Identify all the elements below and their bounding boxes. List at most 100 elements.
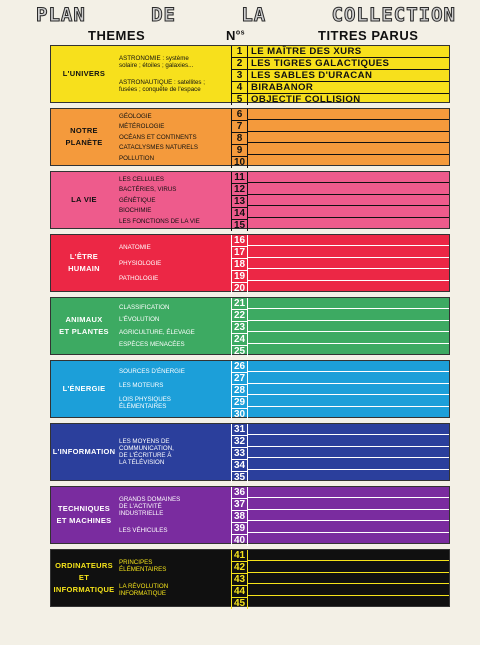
- published-title: [248, 573, 449, 585]
- published-title: [248, 596, 449, 606]
- published-title: [248, 584, 449, 596]
- volume-number: 43: [231, 574, 248, 586]
- theme-section: L'ÉNERGIE SOURCES D'ÉNERGIE LES MOTEURS LOI…: [50, 360, 450, 420]
- theme-name: L'ÉNERGIE: [62, 384, 106, 393]
- title-column: LE MAÎTRE DES XURS LES TIGRES GALACTIQUES…: [248, 46, 449, 105]
- column-header-titles: TITRES PARUS: [318, 28, 419, 43]
- volume-number: 10: [231, 157, 248, 168]
- subtopic: LOIS PHYSIQUES ÉLÉMENTAIRES: [119, 396, 171, 410]
- subtopic-list: PRINCIPES ÉLÉMENTAIRES LA RÉVOLUTION INFO…: [119, 550, 279, 606]
- theme-section: L'INFORMATION LES MOYENS DE COMMUNICATION…: [50, 423, 450, 483]
- published-title: [248, 143, 449, 155]
- published-title: [248, 235, 449, 247]
- published-title: [248, 218, 449, 228]
- volume-number: 36: [231, 487, 248, 499]
- volume-number-column: 31 32 33 34 35: [231, 424, 248, 483]
- title-column: [248, 235, 449, 291]
- published-title: [248, 195, 449, 207]
- volume-number-column: 21 22 23 24 25: [231, 298, 248, 357]
- subtopic: BACTÉRIES, VIRUS: [119, 186, 177, 193]
- title-word: PLAN: [36, 4, 86, 27]
- subtopic: LES MOTEURS: [119, 382, 164, 389]
- subtopic-list: GRANDS DOMAINES DE L'ACTIVITÉ INDUSTRIEL…: [119, 487, 279, 543]
- title-column: [248, 172, 449, 228]
- published-title: [248, 510, 449, 522]
- theme-section: ANIMAUX ET PLANTES CLASSIFICATION L'ÉVOLUT…: [50, 297, 450, 357]
- subtopic-list: LES CELLULES BACTÉRIES, VIRUS GÉNÉTIQUE BIO…: [119, 172, 279, 228]
- volume-number: 41: [231, 550, 248, 562]
- subtopic-list: GÉOLOGIE MÉTÉROLOGIE OCÉANS ET CONTINENTS C…: [119, 109, 279, 165]
- volume-number-column: 41 42 43 44 45: [231, 550, 248, 609]
- volume-number: 26: [231, 361, 248, 373]
- theme-name: ORDINATEURS ET INFORMATIQUE: [53, 561, 115, 594]
- volume-number: 14: [231, 208, 248, 220]
- volume-number: 32: [231, 436, 248, 448]
- published-title: [248, 435, 449, 447]
- published-title: [248, 533, 449, 543]
- volume-number: 2: [231, 58, 248, 70]
- volume-number-column: 11 12 13 14 15: [231, 172, 248, 231]
- subtopic: GÉOLOGIE: [119, 112, 152, 120]
- theme-name: L'INFORMATION: [52, 447, 116, 456]
- column-header-number: Nos: [226, 28, 245, 43]
- subtopic-list: CLASSIFICATION L'ÉVOLUTION AGRICULTURE, ÉL…: [119, 298, 279, 354]
- volume-number: 35: [231, 472, 248, 483]
- subtopic: ASTRONOMIE : système solaire ; étoiles ;…: [119, 55, 194, 70]
- theme-section: ORDINATEURS ET INFORMATIQUE PRINCIPES ÉLÉ…: [50, 549, 450, 609]
- volume-number: 8: [231, 133, 248, 145]
- volume-number: 42: [231, 562, 248, 574]
- published-title: [248, 206, 449, 218]
- published-title: [248, 332, 449, 344]
- volume-number: 15: [231, 220, 248, 231]
- published-title: [248, 470, 449, 480]
- subtopic-list: ASTRONOMIE : système solaire ; étoiles ;…: [119, 46, 279, 102]
- theme-name: L'ÊTRE HUMAIN: [68, 252, 100, 273]
- volume-number: 45: [231, 598, 248, 609]
- published-title: [248, 521, 449, 533]
- title-column: [248, 487, 449, 543]
- published-title: [248, 309, 449, 321]
- published-title: LES TIGRES GALACTIQUES: [248, 58, 449, 70]
- published-title: [248, 407, 449, 417]
- subtopic: L'ÉVOLUTION: [119, 316, 160, 324]
- subtopic: GÉNÉTIQUE: [119, 196, 156, 204]
- volume-number: 28: [231, 385, 248, 397]
- volume-number: 19: [231, 271, 248, 283]
- theme-section: L'ÊTRE HUMAIN ANATOMIE PHYSIOLOGIE PATHOLOG…: [50, 234, 450, 294]
- volume-number: 40: [231, 535, 248, 546]
- volume-number: 33: [231, 448, 248, 460]
- volume-number: 22: [231, 310, 248, 322]
- published-title: [248, 424, 449, 436]
- title-word: LA: [241, 4, 267, 27]
- subtopic: LES VÉHICULES: [119, 526, 168, 534]
- theme-name: TECHNIQUES ET MACHINES: [56, 504, 112, 525]
- published-title: OBJECTIF COLLISION: [251, 94, 361, 105]
- theme-name: L'UNIVERS: [62, 69, 106, 78]
- published-title: [248, 550, 449, 562]
- published-title: [248, 344, 449, 354]
- theme-section: LA VIE LES CELLULES BACTÉRIES, VIRUS GÉNÉTI…: [50, 171, 450, 231]
- subtopic: PATHOLOGIE: [119, 275, 159, 283]
- published-title: [248, 458, 449, 470]
- volume-number: 38: [231, 511, 248, 523]
- volume-number: 6: [231, 109, 248, 121]
- volume-number: 5: [231, 94, 248, 105]
- subtopic: LES FONCTIONS DE LA VIE: [119, 217, 200, 225]
- volume-number: 7: [231, 121, 248, 133]
- published-title: [248, 120, 449, 132]
- column-header-themes: THEMES: [88, 28, 146, 43]
- subtopic: MÉTÉROLOGIE: [119, 123, 165, 130]
- title-word: COLLECTION: [331, 4, 456, 27]
- subtopic: POLLUTION: [119, 154, 155, 162]
- volume-number: 31: [231, 424, 248, 436]
- theme-section: TECHNIQUES ET MACHINES GRANDS DOMAINES DE…: [50, 486, 450, 546]
- volume-number: 39: [231, 523, 248, 535]
- volume-number: 18: [231, 259, 248, 271]
- published-title: [248, 172, 449, 184]
- column-header-number-sup: os: [235, 29, 246, 37]
- volume-number: 23: [231, 322, 248, 334]
- volume-number: 4: [231, 82, 248, 94]
- subtopic: OCÉANS ET CONTINENTS: [119, 133, 197, 141]
- volume-number: 11: [231, 172, 248, 184]
